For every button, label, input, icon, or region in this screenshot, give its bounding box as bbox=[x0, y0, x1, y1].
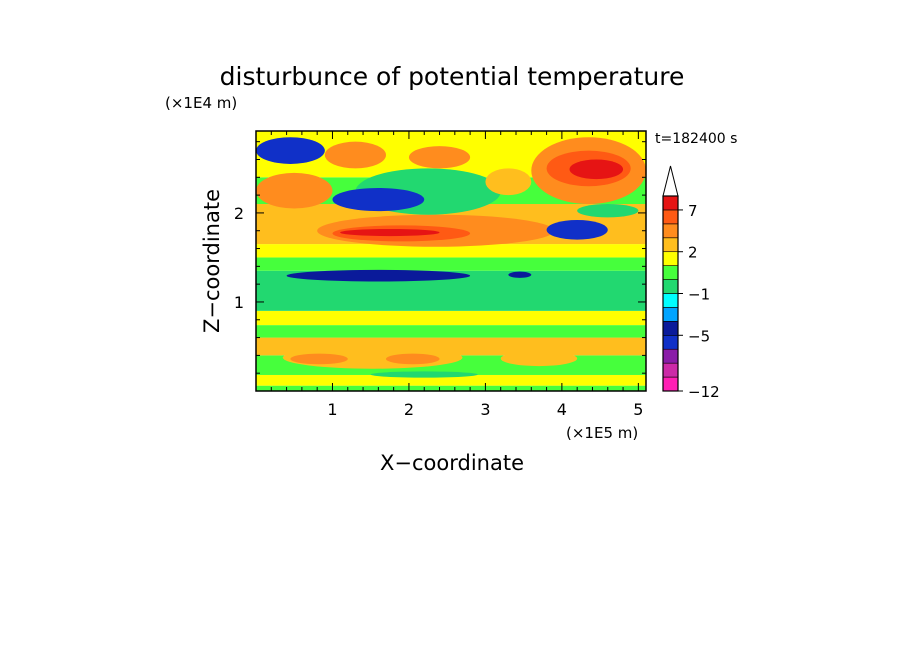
x-tick-label-1: 2 bbox=[404, 400, 414, 419]
colorbar-segment-13 bbox=[662, 195, 679, 211]
colorbar-segment-2 bbox=[662, 348, 679, 364]
y-scale-label: (×1E4 m) bbox=[165, 94, 237, 112]
field-band-5 bbox=[256, 310, 646, 326]
y-axis-label: Z−coordinate bbox=[200, 189, 224, 333]
field-feature-12 bbox=[546, 220, 608, 240]
colorbar-segment-12 bbox=[662, 209, 679, 225]
field-feature-3 bbox=[500, 350, 578, 367]
x-tick-label-2: 3 bbox=[480, 400, 490, 419]
colorbar-segment-1 bbox=[662, 362, 679, 378]
field-feature-6 bbox=[508, 271, 532, 278]
colorbar: 7 2 −1 −5 −12 bbox=[662, 165, 720, 401]
colorbar-segment-9 bbox=[662, 251, 679, 266]
field-feature-14 bbox=[256, 172, 333, 209]
axis-ticks: 1 2 3 4 5 1 2 bbox=[234, 131, 646, 419]
field-feature-11 bbox=[332, 187, 425, 212]
time-label: t=182400 s bbox=[655, 131, 737, 147]
colorbar-tick-label-0: 7 bbox=[688, 202, 698, 220]
colorbar-segment-8 bbox=[662, 265, 679, 280]
x-scale-label: (×1E5 m) bbox=[566, 424, 638, 442]
field-feature-20 bbox=[485, 168, 532, 196]
field-feature-1 bbox=[290, 353, 348, 365]
colorbar-segment-5 bbox=[662, 307, 679, 322]
field-feature-13 bbox=[256, 137, 325, 164]
colorbar-segment-7 bbox=[662, 279, 679, 294]
x-tick-label-4: 5 bbox=[633, 400, 643, 419]
colorbar-segment-6 bbox=[662, 293, 679, 308]
chart-title: disturbunce of potential temperature bbox=[220, 62, 685, 91]
colorbar-extension bbox=[662, 165, 679, 197]
field-feature-19 bbox=[408, 146, 471, 169]
field-band-4 bbox=[256, 325, 646, 338]
plot-frame bbox=[255, 130, 647, 392]
z-tick-label-1: 2 bbox=[234, 204, 244, 223]
colorbar-tick-label-3: −5 bbox=[688, 327, 710, 345]
field-feature-9 bbox=[340, 228, 440, 237]
field-band-0 bbox=[256, 385, 646, 391]
colorbar-segment-3 bbox=[662, 334, 679, 350]
z-tick-label-0: 1 bbox=[234, 293, 244, 312]
field-feature-5 bbox=[286, 269, 471, 282]
field-band-7 bbox=[256, 257, 646, 271]
colorbar-tick-label-1: 2 bbox=[688, 244, 698, 262]
field-band-1 bbox=[256, 374, 646, 386]
field-feature-2 bbox=[386, 353, 440, 365]
field-feature-4 bbox=[370, 371, 478, 378]
colorbar-segment-0 bbox=[662, 376, 679, 392]
colorbar-segment-4 bbox=[662, 321, 679, 336]
colorbar-segment-11 bbox=[662, 223, 679, 239]
field-band-8 bbox=[256, 244, 646, 258]
field-feature-21 bbox=[577, 204, 639, 218]
colorbar-tick-label-4: −12 bbox=[688, 383, 720, 401]
colorbar-tick-label-2: −1 bbox=[688, 286, 710, 304]
field-feature-18 bbox=[324, 141, 387, 169]
colorbar-segment-10 bbox=[662, 237, 679, 253]
x-tick-label-3: 4 bbox=[557, 400, 567, 419]
contour-field bbox=[256, 131, 646, 391]
field-feature-17 bbox=[569, 159, 624, 180]
x-axis-label: X−coordinate bbox=[380, 451, 524, 475]
x-tick-label-0: 1 bbox=[327, 400, 337, 419]
